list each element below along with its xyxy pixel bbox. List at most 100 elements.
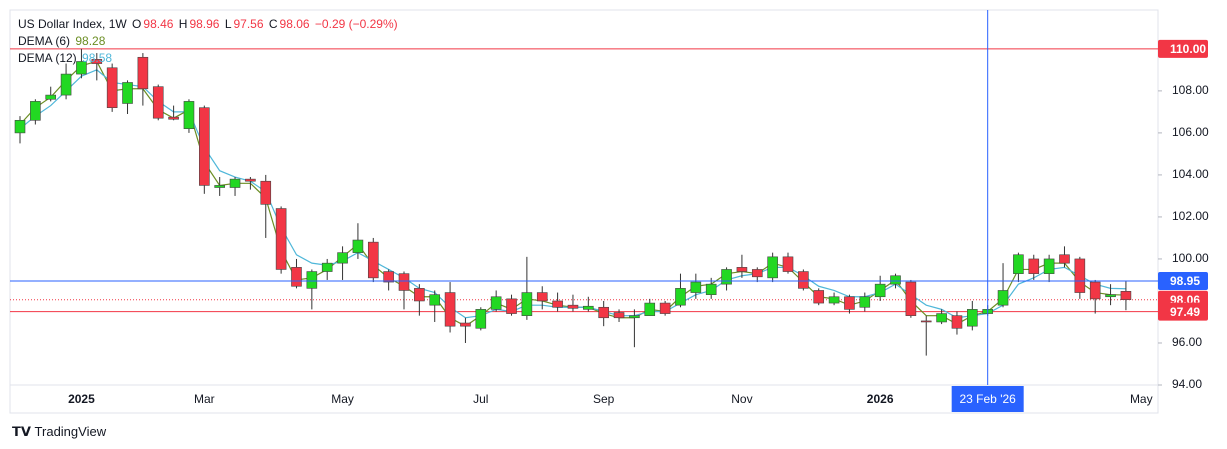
ohlc-key: H: [178, 17, 188, 31]
y-tick-label: 106.00: [1172, 125, 1209, 139]
candle-body: [91, 59, 103, 64]
candle-body: [644, 302, 656, 316]
candle-body: [45, 94, 57, 100]
candle-body: [106, 67, 118, 108]
candle-body: [1089, 281, 1101, 300]
candle-body: [306, 271, 318, 289]
ohlc-value: 98.46: [143, 17, 174, 31]
candle-body: [1013, 254, 1024, 274]
candle-body: [813, 290, 825, 304]
candle-body: [260, 180, 272, 205]
candle-body: [721, 269, 732, 285]
ohlc-key: O: [132, 17, 142, 31]
change: −0.29 (−0.29%): [314, 17, 398, 31]
candle-body: [675, 288, 686, 306]
candle-body: [874, 283, 886, 298]
candle-body: [398, 273, 410, 291]
candle-body: [275, 208, 287, 270]
candle-body: [951, 315, 963, 329]
candle-body: [767, 256, 778, 279]
crosshair-y-label: 98.95: [1170, 274, 1200, 288]
y-tick-label: 108.00: [1172, 83, 1209, 97]
candle-body: [291, 267, 302, 287]
y-tick-label: 94.00: [1172, 377, 1202, 391]
x-tick-label: Nov: [731, 392, 752, 406]
x-tick-label: May: [1130, 392, 1153, 406]
candle-body: [936, 313, 947, 323]
candle-body: [583, 305, 594, 310]
candle-body: [613, 312, 625, 319]
candle-body: [414, 288, 425, 302]
legend-entry: DEMA (12) 98.58: [18, 50, 400, 67]
candle-body: [751, 269, 763, 278]
x-tick-label: 2026: [867, 392, 894, 406]
legend-value: 98.28: [75, 34, 106, 48]
price-line-label: 97.49: [1170, 305, 1200, 319]
candle-body: [997, 290, 1009, 306]
candle-body: [429, 294, 441, 306]
x-tick-label: Mar: [194, 392, 215, 406]
candle-body: [30, 101, 41, 121]
header-row: US Dollar Index, 1W O 98.46 H 98.96 L 97.56…: [18, 16, 400, 33]
candle-body: [1059, 254, 1070, 264]
candle-body: [782, 256, 794, 272]
candle-body: [798, 271, 809, 289]
brand: 𝗧𝗩 TradingView: [12, 424, 106, 440]
ohlc-value: 97.56: [233, 17, 264, 31]
candle-body: [76, 61, 87, 75]
candle-body: [629, 315, 640, 319]
candle-body: [475, 309, 487, 329]
candle-body: [60, 73, 72, 96]
x-tick-label: May: [331, 392, 354, 406]
candle-body: [444, 292, 456, 327]
legend-name: DEMA (12): [18, 51, 77, 65]
candle-body: [214, 185, 225, 188]
candle-body: [567, 304, 579, 309]
candle-body: [1105, 294, 1116, 298]
candle-body: [352, 239, 364, 253]
candle-body: [383, 271, 394, 283]
candle-body: [460, 322, 471, 327]
legend: US Dollar Index, 1W O 98.46 H 98.96 L 97.56…: [18, 16, 400, 67]
candle-body: [122, 82, 133, 104]
candle-body: [14, 119, 26, 134]
candle-body: [844, 296, 855, 310]
candle-body: [536, 292, 548, 302]
ohlc-value: 98.96: [189, 17, 220, 31]
crosshair-x-box: [951, 386, 1024, 412]
candle-body: [705, 283, 717, 295]
y-tick-label: 104.00: [1172, 167, 1209, 181]
candle-body: [598, 306, 609, 319]
legend-value: 98.58: [82, 51, 113, 65]
ohlc-key: C: [268, 17, 278, 31]
candle-body: [168, 116, 179, 120]
candle-body: [521, 292, 533, 316]
candle-body: [183, 101, 195, 129]
candle-body: [1074, 258, 1086, 293]
brand-logo: 𝗧𝗩: [12, 424, 35, 439]
candle-body: [152, 86, 164, 119]
crosshair-x-label: 23 Feb '26: [960, 392, 1017, 406]
candle-body: [552, 300, 563, 308]
symbol-title: US Dollar Index, 1W: [18, 17, 127, 31]
candle-body: [828, 296, 840, 304]
candle-body: [506, 298, 517, 314]
candle-body: [321, 262, 333, 272]
x-tick-label: Jul: [473, 392, 488, 406]
candle-body: [245, 178, 256, 182]
crosshair-y-label-box: [1158, 272, 1208, 291]
x-tick-label: Sep: [593, 392, 615, 406]
candle-body: [659, 302, 671, 314]
legend-entry: DEMA (6) 98.28: [18, 33, 400, 50]
candle-body: [337, 252, 348, 264]
ohlc-key: L: [224, 17, 232, 31]
y-tick-label: 96.00: [1172, 335, 1202, 349]
candle-body: [490, 296, 502, 310]
candle-body: [1028, 258, 1040, 274]
candle-body: [367, 241, 379, 279]
price-line-label-box: [1158, 39, 1208, 58]
candle-body: [1043, 258, 1055, 274]
candle-body: [199, 107, 210, 186]
candle-body: [905, 281, 917, 316]
